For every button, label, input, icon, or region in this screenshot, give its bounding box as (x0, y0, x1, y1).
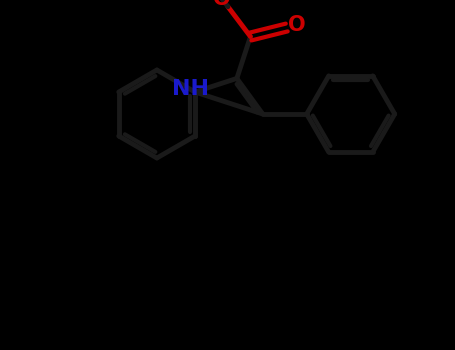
Text: O: O (213, 0, 231, 9)
Text: NH: NH (172, 79, 209, 99)
Text: O: O (288, 15, 305, 35)
